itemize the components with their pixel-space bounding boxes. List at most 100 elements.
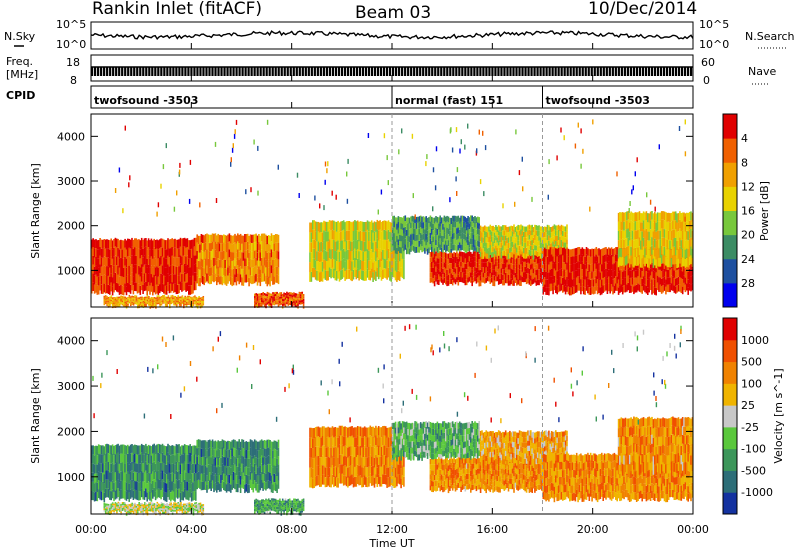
heatmap-cell	[118, 167, 121, 173]
heatmap-cell	[628, 249, 631, 259]
heatmap-cell	[195, 272, 197, 282]
heatmap-cell	[328, 220, 331, 230]
heatmap-cell	[638, 246, 641, 256]
heatmap-cell	[160, 472, 162, 482]
heatmap-cell	[199, 261, 201, 270]
heatmap-cell	[648, 259, 650, 269]
heatmap-cell	[673, 220, 676, 230]
heatmap-cell	[655, 280, 657, 288]
heatmap-cell	[170, 464, 172, 474]
heatmap-cell	[548, 280, 550, 288]
freq-bar	[349, 67, 353, 76]
freq-bar	[292, 67, 295, 76]
heatmap-cell	[493, 280, 496, 287]
heatmap-cell	[199, 464, 201, 473]
heatmap-cell	[110, 282, 112, 292]
heatmap-cell	[206, 450, 208, 459]
heatmap-cell	[502, 203, 504, 209]
heatmap-cell	[630, 270, 632, 278]
heatmap-cell	[131, 298, 133, 301]
heatmap-cell	[104, 480, 107, 489]
heatmap-cell	[313, 239, 315, 249]
heatmap-cell	[598, 255, 600, 264]
heatmap-cell	[167, 247, 169, 256]
heatmap-cell	[152, 286, 154, 296]
heatmap-cell	[335, 221, 338, 232]
heatmap-cell	[248, 235, 250, 245]
heatmap-cell	[116, 238, 118, 248]
heatmap-cell	[188, 473, 190, 483]
heatmap-cell	[217, 266, 219, 275]
heatmap-cell	[429, 267, 432, 273]
heatmap-cell	[601, 286, 603, 295]
heatmap-cell	[319, 232, 321, 243]
heatmap-cell	[347, 269, 349, 279]
heatmap-cell	[435, 276, 437, 282]
heatmap-cell	[121, 258, 124, 268]
heatmap-cell	[677, 213, 680, 223]
heatmap-cell	[182, 264, 185, 274]
heatmap-cell	[128, 483, 130, 493]
heatmap-cell	[585, 283, 588, 291]
heatmap-cell	[298, 296, 301, 299]
heatmap-cell	[635, 277, 638, 285]
heatmap-cell	[447, 269, 450, 275]
heatmap-cell	[500, 268, 503, 274]
heatmap-cell	[159, 301, 161, 304]
heatmap-cell	[424, 247, 426, 254]
heatmap-cell	[433, 264, 436, 270]
heatmap-cell	[279, 296, 281, 299]
heatmap-cell	[189, 453, 191, 462]
heatmap-cell	[347, 221, 349, 231]
heatmap-cell	[124, 247, 126, 257]
heatmap-cell	[460, 266, 462, 272]
heatmap-cell	[128, 296, 131, 298]
heatmap-cell	[157, 470, 160, 480]
heatmap-cell	[555, 263, 557, 271]
freq-bar	[274, 67, 277, 76]
heatmap-cell	[482, 267, 485, 273]
heatmap-cell	[451, 258, 454, 264]
heatmap-cell	[623, 230, 625, 240]
heatmap-cell	[566, 239, 568, 245]
heatmap-cell	[486, 261, 489, 267]
heatmap-cell	[368, 260, 370, 271]
heatmap-cell	[178, 169, 181, 175]
heatmap-cell	[563, 247, 565, 255]
heatmap-cell	[488, 271, 490, 277]
heatmap-cell	[543, 277, 546, 285]
heatmap-cell	[383, 133, 386, 139]
heatmap-cell	[497, 230, 500, 236]
heatmap-cell	[665, 256, 667, 266]
heatmap-cell	[617, 231, 620, 240]
heatmap-cell	[327, 251, 329, 261]
heatmap-cell	[200, 465, 203, 474]
heatmap-cell	[99, 273, 101, 282]
heatmap-cell	[195, 491, 197, 501]
heatmap-cell	[118, 249, 121, 259]
heatmap-cell	[156, 257, 158, 267]
heatmap-cell	[408, 236, 411, 243]
heatmap-cell	[163, 296, 166, 298]
heatmap-cell	[235, 252, 238, 261]
heatmap-cell	[181, 472, 183, 482]
heatmap-cell	[570, 272, 572, 280]
heatmap-cell	[256, 252, 259, 261]
heatmap-cell	[237, 257, 239, 266]
heatmap-cell	[168, 481, 171, 491]
heatmap-cell	[669, 269, 671, 278]
heatmap-cell	[658, 277, 660, 285]
heatmap-cell	[471, 280, 473, 287]
heatmap-cell	[200, 242, 203, 251]
heatmap-cell	[103, 483, 106, 493]
heatmap-cell	[259, 293, 262, 296]
heatmap-cell	[578, 268, 581, 277]
heatmap-cell	[200, 250, 203, 259]
heatmap-cell	[91, 284, 93, 294]
heatmap-cell	[503, 274, 506, 280]
heatmap-cell	[525, 273, 528, 279]
heatmap-cell	[204, 266, 207, 275]
heatmap-cell	[181, 445, 183, 455]
heatmap-cell	[120, 266, 122, 276]
heatmap-cell	[150, 473, 153, 484]
